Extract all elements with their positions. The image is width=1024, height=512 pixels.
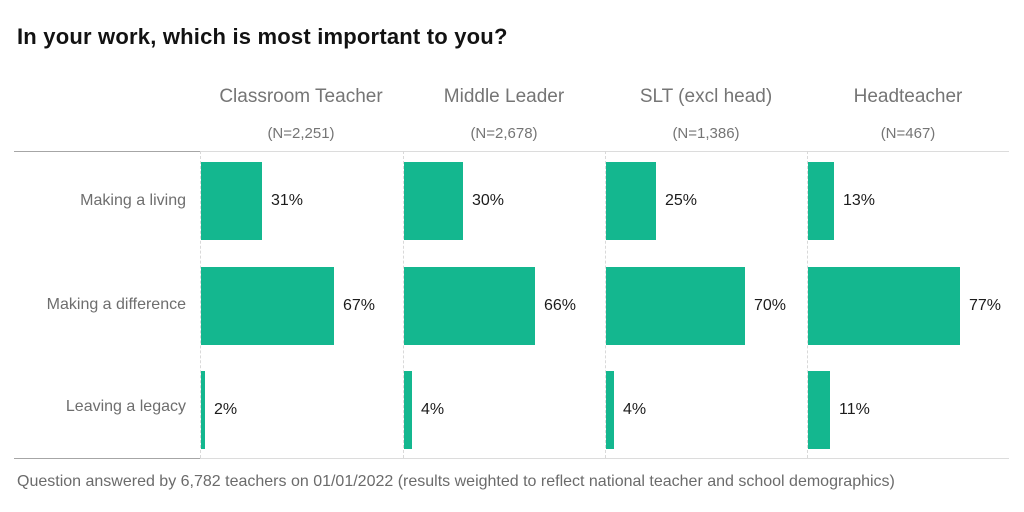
bar [404, 267, 535, 345]
bar-value-label: 4% [421, 401, 445, 418]
bar [201, 267, 334, 345]
row-label-making-a-difference: Making a difference [46, 296, 186, 313]
column-header-slt: SLT (excl head) (N=1,386) [605, 86, 807, 142]
bar-value-label: 67% [343, 297, 376, 314]
column-header-sample-size: (N=2,251) [267, 125, 335, 142]
column-header-middle-leader: Middle Leader (N=2,678) [403, 86, 605, 142]
chart-title: In your work, which is most important to… [17, 24, 508, 49]
bar-value-label: 2% [214, 401, 238, 418]
bar-value-label: 25% [665, 192, 698, 209]
row-label-making-a-living: Making a living [80, 192, 186, 209]
column-header-label: SLT (excl head) [639, 86, 773, 107]
bar [404, 162, 463, 240]
chart-footnote: Question answered by 6,782 teachers on 0… [17, 473, 895, 490]
bar [808, 371, 830, 449]
bar-value-label: 11% [839, 401, 870, 418]
bar [606, 162, 656, 240]
column-header-headteacher: Headteacher (N=467) [807, 86, 1009, 142]
column-header-sample-size: (N=1,386) [672, 125, 740, 142]
bar-value-label: 4% [623, 401, 647, 418]
column-header-label: Middle Leader [443, 86, 565, 107]
bar [606, 267, 745, 345]
column-header-label: Classroom Teacher [219, 86, 383, 107]
panel-axis-line [200, 151, 201, 458]
bar-value-label: 30% [472, 192, 505, 209]
panel-axis-line [403, 151, 404, 458]
top-rule [14, 151, 1009, 152]
top-rule-axis-segment [14, 151, 200, 152]
bar-value-label: 31% [271, 192, 304, 209]
bar [404, 371, 412, 449]
column-header-sample-size: (N=2,678) [470, 125, 538, 142]
bottom-rule [14, 458, 1009, 459]
bar [201, 162, 262, 240]
bar-value-label: 77% [969, 297, 1002, 314]
bar-value-label: 70% [754, 297, 787, 314]
bar [808, 267, 960, 345]
column-header-sample-size: (N=467) [880, 125, 936, 142]
bottom-rule-axis-segment [14, 458, 200, 459]
bar-value-label: 66% [544, 297, 577, 314]
panel-axis-line [807, 151, 808, 458]
panel-axis-line [605, 151, 606, 458]
bar [606, 371, 614, 449]
row-label-leaving-a-legacy: Leaving a legacy [65, 398, 186, 415]
bar [201, 371, 205, 449]
bar [808, 162, 834, 240]
column-header-label: Headteacher [853, 86, 963, 107]
bar-value-label: 13% [843, 192, 876, 209]
column-header-classroom-teacher: Classroom Teacher (N=2,251) [200, 86, 402, 142]
